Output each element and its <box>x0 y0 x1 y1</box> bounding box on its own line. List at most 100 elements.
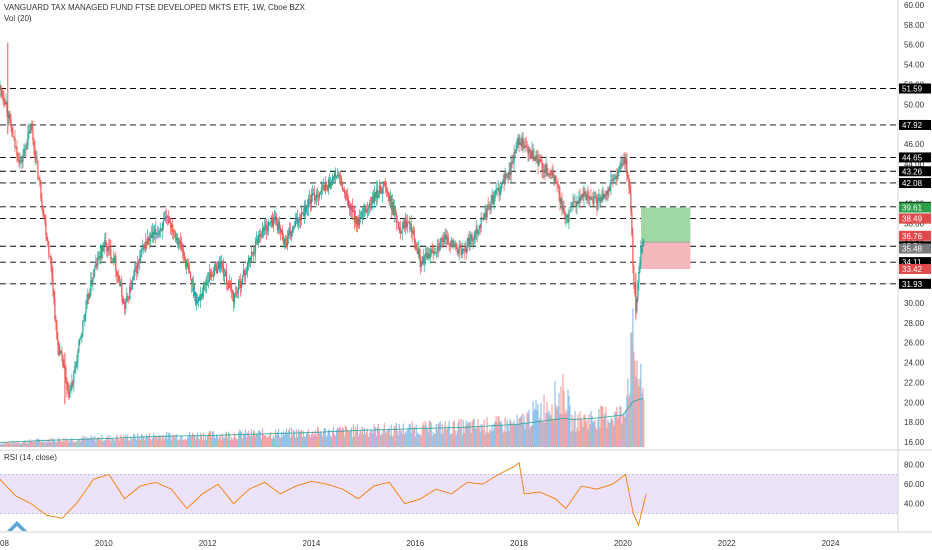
candle-body-402 <box>400 231 402 234</box>
volume-bar-65 <box>64 441 66 447</box>
volume-bar-336 <box>334 436 337 447</box>
candle-body-638 <box>636 299 638 312</box>
price-tick-14: 44.00 <box>904 160 925 169</box>
candle-body-33 <box>32 129 34 141</box>
candle-body-639 <box>637 283 639 300</box>
volume-bar-581 <box>579 411 581 447</box>
candle-body-50 <box>49 256 51 258</box>
candle-body-373 <box>371 196 373 204</box>
volume-bar-600 <box>598 408 600 447</box>
volume-bar-232 <box>230 436 233 447</box>
candle-body-307 <box>305 206 308 212</box>
volume-bar-290 <box>288 427 291 447</box>
volume-bar-79 <box>78 438 80 447</box>
candle-body-419 <box>417 248 419 254</box>
volume-bar-416 <box>414 436 416 447</box>
volume-bar-599 <box>597 419 599 447</box>
tradingview-logo-icon[interactable] <box>6 520 28 532</box>
candle-body-379 <box>377 194 379 198</box>
volume-bar-590 <box>588 414 590 447</box>
candle-body-141 <box>140 254 142 258</box>
volume-bar-475 <box>473 418 475 447</box>
volume-bar-307 <box>305 433 308 447</box>
volume-bar-182 <box>181 435 183 447</box>
candle-body-325 <box>323 185 326 191</box>
volume-bar-564 <box>562 373 564 447</box>
candle-body-475 <box>473 238 475 240</box>
volume-bar-195 <box>194 435 196 447</box>
volume-bar-516 <box>514 424 516 447</box>
candle-body-240 <box>238 280 241 282</box>
candle-body-210 <box>209 272 211 281</box>
price-tick-22: 60.00 <box>904 1 925 10</box>
candle-body-399 <box>397 222 399 230</box>
volume-bar-486 <box>484 434 486 447</box>
candle-body-573 <box>571 205 573 207</box>
candle-body-500 <box>498 188 500 195</box>
volume-bar-509 <box>507 424 509 447</box>
volume-bar-605 <box>603 419 605 447</box>
candle-body-351 <box>349 204 351 210</box>
candle-body-548 <box>546 164 548 175</box>
candle-body-592 <box>590 197 592 200</box>
candle-body-597 <box>595 196 597 199</box>
price-label-bg-13 <box>899 263 931 274</box>
volume-bar-587 <box>585 423 587 447</box>
volume-bar-418 <box>416 433 418 447</box>
horizontal-levels-layer[interactable] <box>0 88 898 285</box>
volume-bar-274 <box>272 435 275 447</box>
candle-body-441 <box>439 239 441 250</box>
candle-body-76 <box>75 364 77 367</box>
volume-bar-578 <box>576 427 578 447</box>
candle-body-137 <box>136 266 138 274</box>
candle-body-538 <box>536 155 538 159</box>
volume-bar-36 <box>35 442 37 447</box>
volume-bar-435 <box>433 434 435 447</box>
volume-bar-558 <box>556 408 558 447</box>
time-tick-8: 2024 <box>822 539 840 548</box>
volume-bar-427 <box>425 424 427 447</box>
candle-body-280 <box>278 221 281 229</box>
candle-body-641 <box>639 262 641 273</box>
candle-body-510 <box>508 170 510 178</box>
volume-bar-497 <box>495 416 497 447</box>
volume-bar-222 <box>221 440 223 447</box>
volume-bar-385 <box>383 423 385 447</box>
volume-bar-445 <box>443 427 445 447</box>
candle-body-506 <box>504 174 506 183</box>
candle-body-114 <box>113 258 115 263</box>
candle-body-139 <box>138 261 140 263</box>
volume-bar-39 <box>38 439 40 447</box>
volume-bar-14 <box>13 442 15 447</box>
candle-body-289 <box>287 232 290 237</box>
candle-body-544 <box>542 170 544 172</box>
candle-body-60 <box>59 350 61 355</box>
volume-bar-300 <box>298 433 301 447</box>
candle-body-277 <box>275 216 278 223</box>
volume-bar-553 <box>551 404 553 447</box>
candle-body-267 <box>265 225 268 231</box>
candle-body-131 <box>130 286 132 291</box>
candle-body-32 <box>31 123 33 130</box>
candle-body-243 <box>241 275 244 284</box>
candle-body-408 <box>406 222 408 228</box>
candle-body-64 <box>63 366 65 369</box>
volume-bar-200 <box>199 439 201 447</box>
price-label-bg-4 <box>899 177 931 188</box>
candle-body-554 <box>552 169 554 178</box>
candle-body-239 <box>237 280 240 291</box>
volume-bar-482 <box>480 424 482 447</box>
candle-body-346 <box>344 192 346 194</box>
volume-bar-496 <box>494 421 496 447</box>
candle-body-0 <box>0 85 1 89</box>
volume-bar-455 <box>453 419 455 447</box>
candle-body-190 <box>189 271 191 274</box>
long-position-layer[interactable] <box>641 207 691 269</box>
price-labels-layer: 51.5947.9244.6543.2642.0839.6839.6138.50… <box>899 83 931 289</box>
volume-bar-87 <box>86 436 88 447</box>
candle-body-48 <box>47 240 49 246</box>
candle-body-624 <box>622 163 624 165</box>
candle-body-132 <box>131 280 133 291</box>
candle-body-189 <box>188 265 190 272</box>
